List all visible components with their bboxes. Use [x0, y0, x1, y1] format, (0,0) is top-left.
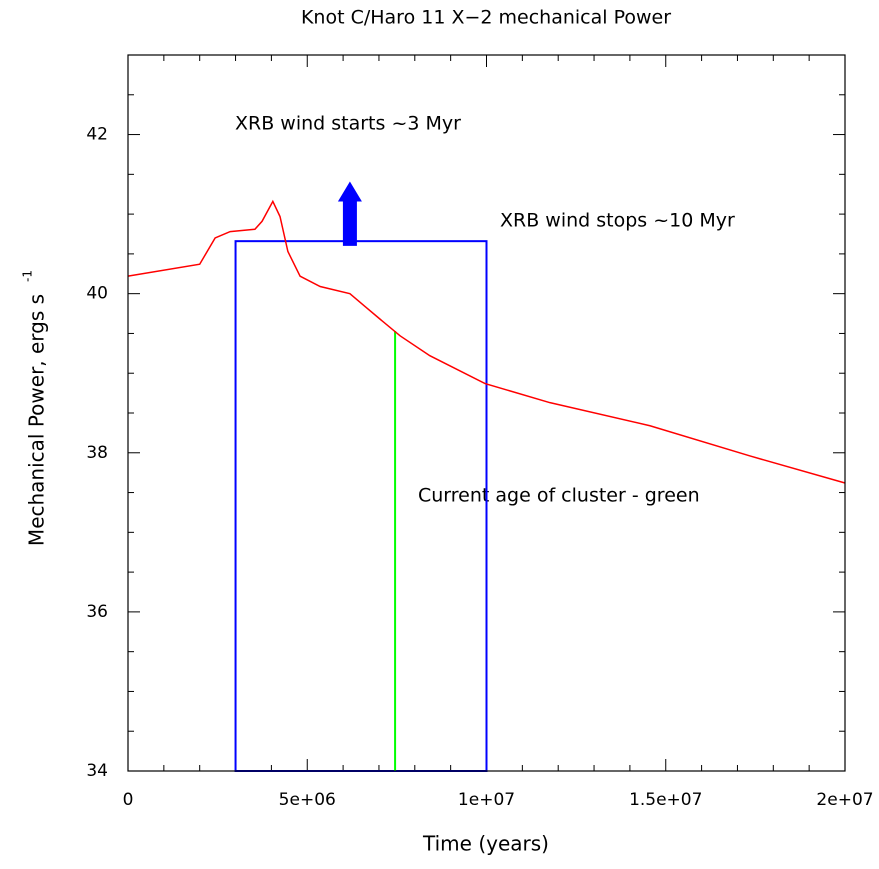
arrow	[337, 181, 362, 246]
y-tick-label: 34	[86, 761, 108, 781]
x-tick-label: 5e+06	[279, 790, 336, 810]
y-tick-label: 40	[86, 284, 108, 304]
y-tick-label: 36	[86, 602, 108, 622]
chart-title: Knot C/Haro 11 X−2 mechanical Power	[301, 7, 671, 29]
x-tick-label: 2e+07	[816, 790, 873, 810]
y-axis-label: Mechanical Power, ergs s	[25, 294, 49, 546]
y-tick-label: 42	[86, 125, 108, 145]
annotation: XRB wind stops ~10 Myr	[500, 210, 735, 232]
y-tick-label: 38	[86, 443, 108, 463]
x-tick-label: 1.5e+07	[629, 790, 702, 810]
x-axis-label: Time (years)	[422, 832, 549, 856]
plot-frame	[127, 54, 846, 772]
annotation: Current age of cluster - green	[418, 485, 700, 507]
annotation: XRB wind starts ~3 Myr	[235, 113, 461, 135]
x-tick-label: 1e+07	[458, 790, 515, 810]
y-axis-label-superscript: -1	[21, 270, 35, 282]
x-tick-label: 0	[123, 790, 134, 810]
line	[127, 199, 846, 484]
y-axis-label-group: Mechanical Power, ergs s -1	[21, 270, 49, 546]
